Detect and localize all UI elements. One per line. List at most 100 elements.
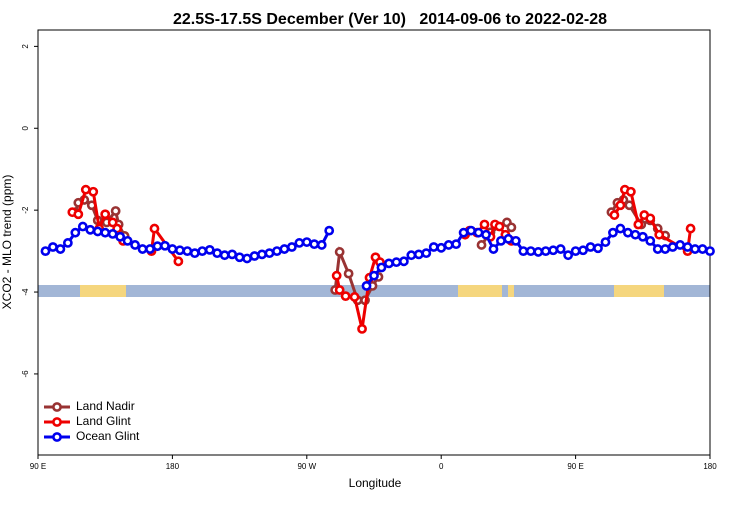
y-tick-label: -4 [21,288,30,296]
data-point [705,246,715,256]
data-point [667,242,678,252]
data-point [563,250,574,261]
chart-title: 22.5S-17.5S December (Ver 10) 2014-09-06… [173,11,607,28]
data-point [376,262,387,273]
data-point [391,257,402,268]
data-point [73,209,84,220]
x-axis-label: Longitude [349,476,402,490]
data-point [334,285,345,295]
data-point [115,231,126,242]
data-point [212,248,223,259]
data-point [369,270,379,281]
data-point [160,240,170,251]
data-point [77,221,88,232]
x-tick-label: 180 [166,462,180,471]
data-point [570,246,581,256]
x-tick-label: 90 E [567,462,583,471]
data-point [525,246,536,256]
y-axis-label: XCO2 - MLO trend (ppm) [0,175,14,310]
data-point [608,227,618,238]
legend-label: Land Nadir [76,399,135,413]
data-point [361,281,372,291]
data-point [645,213,656,224]
data-point [55,244,66,254]
data-point [145,244,155,254]
legend-marker [52,432,62,442]
data-point [100,227,111,238]
data-point [443,240,454,250]
data-point [152,241,163,252]
data-point [518,246,529,256]
data-point [406,250,417,261]
data-point [466,225,476,236]
data-point [555,244,566,254]
data-point [398,256,409,267]
y-tick-label: 0 [21,125,30,130]
data-point [473,227,484,238]
data-point [204,244,215,255]
data-point [197,246,208,256]
legend-marker [52,417,62,427]
data-point [578,245,588,256]
data-point [294,238,305,248]
data-point [234,252,245,263]
data-point [62,238,73,248]
y-tick-label: -6 [21,370,30,378]
data-point [309,239,320,250]
x-tick-label: 180 [703,462,717,471]
land-band [614,285,664,297]
data-point [625,186,636,197]
data-point [334,247,345,257]
x-tick-label: 90 E [30,462,46,471]
data-point [40,246,51,256]
data-point [548,245,559,256]
data-point [80,184,91,195]
data-point [615,200,626,211]
data-point [301,237,312,247]
data-point [585,242,596,252]
data-point [286,242,297,252]
land-strip [38,285,710,297]
data-point [428,242,439,252]
data-point [506,222,517,233]
data-point [357,323,367,334]
ocean-band [38,285,710,297]
data-point [600,237,611,247]
data-point [421,248,432,259]
data-point [540,246,551,256]
data-point [654,229,665,240]
data-point [675,240,686,250]
data-point [690,244,700,254]
data-point [167,244,178,254]
data-point [122,235,133,246]
data-point [100,209,111,220]
data-point [331,270,342,281]
data-point [494,221,505,232]
data-point [503,233,514,244]
data-point [384,258,394,269]
y-tick-label: -2 [21,206,30,214]
land-band [80,285,126,297]
data-point [107,229,118,239]
data-point [637,231,648,242]
x-tick-label: 90 W [297,462,316,471]
legend-marker [52,402,62,412]
data-point [242,253,252,264]
data-point [622,227,633,238]
data-point [615,223,626,234]
data-point [510,235,521,246]
data-point [70,227,81,238]
legend-label: Ocean Glint [76,429,140,443]
data-point [533,247,544,257]
data-point [413,249,424,260]
plot-frame [37,29,711,456]
data-point [227,249,238,260]
data-point [137,244,148,254]
data-point [436,242,447,253]
data-point [85,224,96,235]
data-point [682,242,693,252]
data-point [451,239,462,250]
data-point [645,235,656,246]
x-tick-label: 0 [439,462,444,471]
